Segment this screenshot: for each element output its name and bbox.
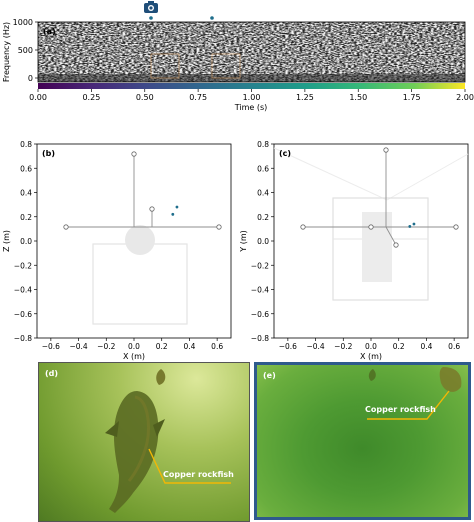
rockfish-silhouette (105, 369, 166, 513)
panel-b-tag: (b) (42, 149, 55, 158)
xtick-label: −0.6 (42, 342, 60, 351)
ytick-label: −0.2 (251, 261, 269, 270)
xtick-label: 1.00 (243, 93, 261, 102)
panel-a-yticks: 1000 500 0 (13, 18, 38, 83)
ytick-label: 0.0 (257, 237, 269, 246)
xtick-label: 0.75 (189, 93, 207, 102)
panel-a-ylabel: Frequency (Hz) (2, 22, 11, 82)
panel-c-xy-plot: −0.6 −0.4 −0.2 0.0 0.2 0.4 0.6 0.8 0.6 0.4 0.2 0.0 −… (239, 140, 469, 361)
ytick-label: 0.8 (20, 140, 32, 149)
xtick-label: 0.2 (156, 342, 168, 351)
ytick-label: 0.4 (20, 189, 32, 198)
panel-c-tag: (c) (279, 149, 291, 158)
xtick-label: 0.6 (211, 342, 223, 351)
panel-b-ylabel: Z (m) (2, 230, 11, 252)
ytick-label: −0.2 (14, 261, 32, 270)
ytick-label: 0 (28, 74, 33, 83)
ytick-label: 0.4 (257, 189, 269, 198)
camera-icon (144, 1, 158, 13)
xtick-label: −0.2 (97, 342, 115, 351)
panel-b-xz-plot: −0.6 −0.4 −0.2 0.0 0.2 0.4 0.6 0.8 0.6 0.4 0.2 0.0 −… (2, 140, 232, 361)
panel-d-label: Copper rockfish (163, 470, 234, 479)
ytick-label: −0.8 (14, 334, 32, 343)
panel-b-xlabel: X (m) (123, 352, 145, 361)
ytick-label: 0.2 (257, 213, 269, 222)
xtick-label: 0.50 (136, 93, 154, 102)
ytick-label: −0.6 (14, 310, 32, 319)
fish-position-point (171, 212, 175, 216)
callout-line-e (367, 390, 450, 420)
ytick-label: −0.4 (251, 286, 269, 295)
ytick-label: 0.2 (20, 213, 32, 222)
xtick-label: −0.4 (306, 342, 324, 351)
panel-d-tag: (d) (45, 369, 59, 378)
xtick-label: 2.00 (456, 93, 474, 102)
xtick-label: 0.00 (29, 93, 47, 102)
ytick-label: −0.8 (251, 334, 269, 343)
xtick-label: 1.50 (349, 93, 367, 102)
ytick-label: 0.8 (257, 140, 269, 149)
panel-a-xlabel: Time (s) (234, 103, 268, 112)
panel-d-photo: (d) Copper rockfish (38, 362, 250, 522)
fish-position-point (408, 225, 412, 228)
xtick-label: 0.6 (448, 342, 460, 351)
xtick-label: 0.0 (128, 342, 140, 351)
xtick-label: −0.4 (69, 342, 87, 351)
colorbar (38, 83, 465, 89)
callout-line-d (148, 448, 231, 484)
ytick-label: 0.6 (257, 164, 269, 173)
xtick-label: −0.2 (334, 342, 352, 351)
xtick-label: 1.75 (403, 93, 421, 102)
xtick-label: 0.4 (420, 342, 432, 351)
panel-e-tag: (e) (263, 371, 276, 380)
panel-a-tag: (a) (43, 27, 56, 36)
xtick-label: 0.4 (183, 342, 195, 351)
panel-c-xlabel: X (m) (360, 352, 382, 361)
ytick-label: −0.6 (251, 310, 269, 319)
pipe-frame-top (273, 147, 469, 301)
pipe-frame-side (63, 151, 222, 325)
ytick-label: 0.0 (20, 237, 32, 246)
xtick-label: 0.0 (365, 342, 377, 351)
rockfish-partial (439, 367, 462, 392)
ytick-label: 1000 (13, 18, 33, 27)
ytick-label: −0.4 (14, 286, 32, 295)
xtick-label: 1.25 (296, 93, 314, 102)
xtick-label: −0.6 (279, 342, 297, 351)
panel-a-xticks: 0.00 0.25 0.50 0.75 1.00 1.25 1.50 1.75 2.00 (29, 89, 474, 102)
fish-position-point (175, 205, 179, 209)
ytick-label: 500 (18, 46, 33, 55)
panel-e-label: Copper rockfish (365, 405, 436, 414)
marker-dot (149, 16, 153, 20)
fish-position-point (412, 222, 416, 226)
panel-c-ylabel: Y (m) (239, 230, 248, 252)
ytick-label: 0.6 (20, 164, 32, 173)
xtick-label: 0.2 (393, 342, 405, 351)
xtick-label: 0.25 (82, 93, 100, 102)
panel-a-spectrogram: (a) Frequency (Hz) 1000 500 0 0.00 0.25 0.… (2, 1, 474, 112)
panel-e-photo: (e) Copper rockfish (254, 362, 471, 520)
marker-dot (210, 16, 214, 20)
